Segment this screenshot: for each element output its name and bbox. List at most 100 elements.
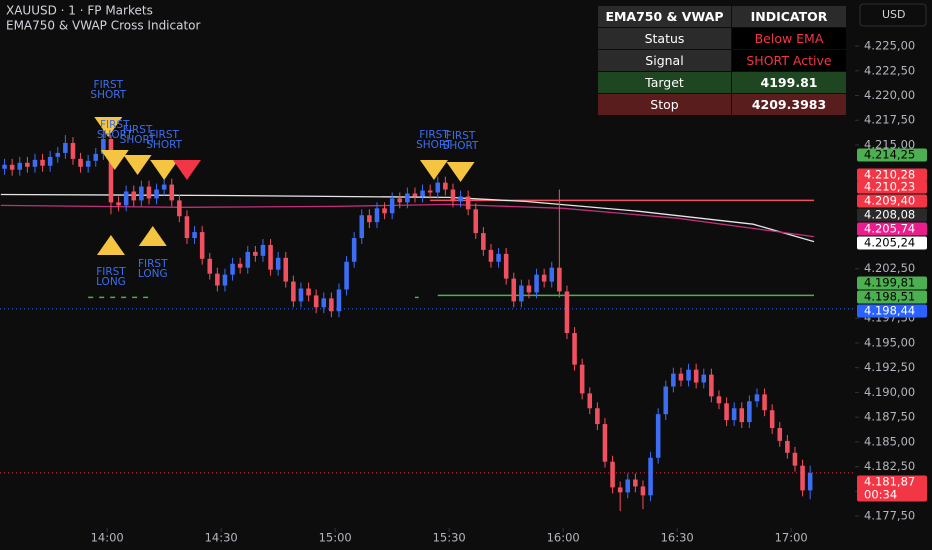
candle-body: [374, 208, 380, 223]
candle-body: [496, 253, 501, 262]
table-cell: [732, 50, 846, 71]
candle-body: [443, 182, 448, 190]
candle-body: [93, 153, 99, 161]
candle-body: [123, 191, 129, 206]
candle-body: [519, 285, 524, 302]
price-tag: [857, 276, 927, 290]
candle-body: [655, 414, 661, 458]
currency-button[interactable]: [859, 3, 927, 27]
candle-body: [2, 164, 7, 169]
x-tick-label: 15:00: [319, 531, 352, 545]
candle-body: [367, 215, 372, 223]
y-tick-label: 4.187,50: [864, 410, 915, 424]
candle-body: [572, 333, 577, 365]
price-tag: [857, 180, 927, 194]
candle-body: [268, 244, 273, 270]
signal-marker: [446, 162, 475, 182]
candle-body: [177, 200, 182, 217]
signal-marker: [150, 160, 179, 180]
price-tag-label: 4.205,74: [864, 222, 915, 236]
candle-body: [359, 215, 365, 239]
table-cell-text: Signal: [645, 53, 683, 68]
candle-body: [101, 139, 106, 154]
candle-body: [777, 428, 783, 441]
candle-body: [25, 162, 30, 167]
candle-body: [686, 369, 691, 381]
candle-body: [458, 196, 463, 202]
candle-body: [488, 249, 494, 262]
candle-body: [184, 216, 190, 239]
candle-body: [306, 288, 311, 296]
price-tag: [857, 475, 927, 502]
candle-body: [389, 198, 395, 214]
candle-body: [633, 479, 638, 487]
candle-body: [420, 190, 425, 197]
candle-body: [336, 289, 342, 312]
candle-body: [237, 263, 243, 268]
table-cell: [598, 94, 731, 115]
y-tick-label: 4.195,00: [864, 335, 915, 349]
signal-label: LONG: [96, 276, 126, 288]
x-tick-label: 14:30: [205, 531, 238, 545]
candle-body: [344, 261, 349, 290]
candle-body: [663, 386, 669, 415]
x-tick-label: 14:00: [91, 531, 124, 545]
price-tag: [857, 222, 927, 236]
candle-body: [549, 267, 555, 282]
chart-title: XAUUSD · 1 · FP Markets: [6, 4, 153, 18]
table-cell-text: 4199.81: [761, 75, 818, 90]
candle-body: [405, 193, 410, 203]
x-tick-label: 15:30: [433, 531, 466, 545]
price-tag: [857, 148, 927, 162]
signal-label: SHORT: [416, 139, 452, 151]
x-tick-label: 17:00: [775, 531, 808, 545]
price-tag-label: 4.210,23: [864, 180, 915, 194]
candle-body: [481, 233, 486, 250]
table-cell: [598, 72, 731, 93]
candle-body: [671, 373, 676, 387]
y-tick-label: 4.220,00: [864, 88, 915, 102]
y-tick-label: 4.182,50: [864, 459, 915, 473]
y-tick-label: 4.192,50: [864, 360, 915, 374]
candle-body: [503, 253, 509, 279]
candle-body: [709, 374, 714, 397]
table-cell-text: Status: [645, 31, 685, 46]
x-tick-label: 16:30: [661, 531, 694, 545]
candle-body: [253, 251, 258, 256]
table-cell-text: Stop: [650, 97, 678, 112]
candle-body: [70, 143, 76, 159]
signal-label: FIRST: [94, 79, 124, 91]
candle-body: [275, 257, 281, 270]
price-tag: [857, 208, 927, 222]
currency-label[interactable]: USD: [882, 8, 906, 21]
candle-body: [602, 424, 608, 462]
signal-label: FIRST: [123, 124, 153, 136]
price-tag-countdown: 00:34: [864, 488, 897, 502]
candle-body: [154, 189, 159, 199]
table-cell: [598, 50, 731, 71]
signal-marker: [419, 160, 448, 180]
candle-body: [283, 257, 289, 282]
price-tag: [857, 236, 927, 250]
candle-body: [579, 364, 585, 394]
candle-body: [131, 191, 137, 201]
x-tick-label: 16:00: [547, 531, 580, 545]
candle-body: [640, 486, 646, 496]
candle-body: [146, 186, 152, 199]
price-tag: [857, 290, 927, 304]
candle-body: [785, 440, 790, 453]
table-cell: [598, 28, 731, 49]
candle-body: [108, 139, 114, 203]
candle-body: [313, 295, 319, 308]
table-cell: [732, 28, 846, 49]
candle-body: [534, 274, 539, 293]
signal-label: FIRST: [446, 130, 476, 142]
candle-body: [716, 396, 722, 404]
signal-label: FIRST: [138, 258, 168, 270]
price-tag: [857, 194, 927, 208]
candle-body: [587, 393, 593, 409]
candle-body: [610, 461, 615, 488]
candle-body: [85, 160, 91, 167]
candle-body: [693, 369, 699, 383]
